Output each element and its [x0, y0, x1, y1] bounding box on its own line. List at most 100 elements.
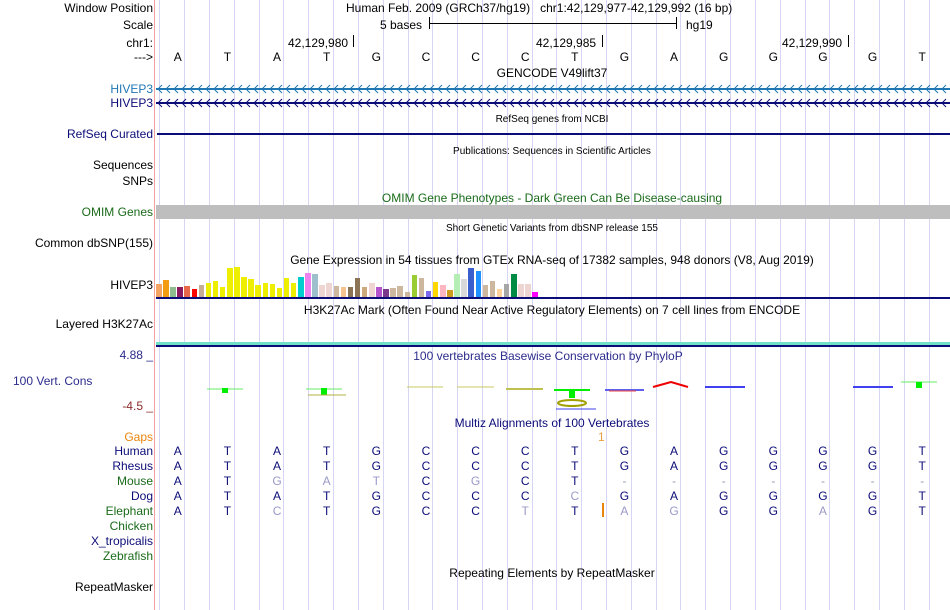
gtex-tissue-bar[interactable]: [276, 288, 283, 297]
gtex-tissue-bar[interactable]: [170, 287, 176, 297]
strand-arrow-icon: [765, 98, 771, 108]
species-label[interactable]: Zebrafish: [102, 549, 153, 563]
base: G: [867, 50, 878, 64]
species-label[interactable]: Chicken: [109, 519, 153, 533]
gtex-tissue-bar[interactable]: [390, 288, 396, 297]
gtex-tissue-bar[interactable]: [305, 273, 311, 297]
gtex-tissue-bar[interactable]: [482, 285, 489, 297]
gtex-tissue-bar[interactable]: [454, 274, 460, 297]
gtex-tissue-bar[interactable]: [475, 271, 482, 297]
gtex-label[interactable]: HIVEP3: [110, 278, 153, 292]
strand-arrow-icon: [733, 84, 739, 94]
strand-arrow-icon: [901, 98, 907, 108]
gtex-tissue-bar[interactable]: [347, 287, 354, 297]
gtex-tissue-bar[interactable]: [418, 278, 425, 297]
gtex-tissue-bar[interactable]: [298, 277, 304, 297]
gtex-tissue-bar[interactable]: [255, 285, 261, 297]
gtex-tissue-bar[interactable]: [425, 291, 432, 297]
species-label[interactable]: Human: [114, 444, 153, 458]
gtex-tissue-bar[interactable]: [511, 274, 517, 297]
species-label[interactable]: X_tropicalis: [90, 534, 153, 548]
gtex-tissue-bar[interactable]: [496, 289, 503, 297]
phylop-mark: [321, 388, 327, 395]
species-label[interactable]: Elephant: [105, 504, 153, 518]
gtex-tissue-bar[interactable]: [269, 284, 276, 297]
gtex-tissue-bar[interactable]: [227, 268, 233, 297]
gtex-tissue-bar[interactable]: [262, 283, 269, 297]
gtex-tissue-bar[interactable]: [333, 286, 340, 297]
gtex-tissue-bar[interactable]: [219, 287, 226, 297]
gtex-tissue-bar[interactable]: [205, 283, 212, 297]
gtex-tissue-bar[interactable]: [397, 286, 403, 297]
gtex-tissue-bar[interactable]: [191, 289, 198, 297]
aligned-base: -: [870, 474, 875, 488]
gtex-tissue-bar[interactable]: [376, 287, 382, 297]
gtex-tissue-bar[interactable]: [177, 287, 183, 297]
gtex-tissue-bar[interactable]: [326, 283, 332, 297]
strand-arrow-icon: [269, 84, 275, 94]
gtex-tissue-bar[interactable]: [440, 285, 446, 297]
aligned-base: G: [818, 444, 828, 458]
gtex-tissue-bar[interactable]: [234, 267, 240, 297]
gtex-tissue-bar[interactable]: [361, 287, 368, 297]
gtex-tissue-bar[interactable]: [212, 281, 219, 297]
species-label[interactable]: Rhesus: [112, 459, 153, 473]
gtex-tissue-bar[interactable]: [319, 285, 325, 297]
aligned-base: C: [421, 444, 431, 458]
gtex-tissue-bar[interactable]: [241, 277, 247, 297]
gtex-tissue-bar[interactable]: [156, 284, 162, 297]
repeatmasker-label[interactable]: RepeatMasker: [74, 580, 153, 594]
gtex-tissue-bar[interactable]: [489, 281, 496, 297]
gtex-tissue-bar[interactable]: [290, 283, 297, 297]
refseq-gene-line[interactable]: [157, 133, 950, 135]
strand-arrow-icon: [877, 98, 883, 108]
gtex-tissue-bar[interactable]: [163, 280, 169, 297]
strand-arrow-icon: [245, 84, 251, 94]
species-label[interactable]: Mouse: [116, 474, 153, 488]
gtex-tissue-bar[interactable]: [354, 278, 361, 297]
strand-arrow-icon: [821, 98, 827, 108]
strand-arrow-icon: [397, 84, 403, 94]
gtex-tissue-bar[interactable]: [447, 290, 453, 297]
gtex-tissue-bar[interactable]: [198, 285, 205, 297]
h3k27ac-label[interactable]: Layered H3K27Ac: [55, 317, 153, 331]
gencode-gene-model[interactable]: [156, 83, 950, 95]
gtex-tissue-bar[interactable]: [369, 283, 375, 297]
gtex-tissue-bar[interactable]: [411, 275, 418, 297]
gtex-tissue-bar[interactable]: [432, 282, 439, 297]
refseq-label[interactable]: RefSeq Curated: [66, 127, 153, 141]
strand-arrow-icon: [533, 98, 539, 108]
gencode-gene-model-2[interactable]: [156, 97, 950, 109]
gtex-tissue-bar[interactable]: [283, 278, 290, 297]
gencode-gene-label-2[interactable]: HIVEP3: [110, 96, 153, 110]
gtex-tissue-bar[interactable]: [340, 287, 347, 297]
publications-label-sequences[interactable]: Sequences: [92, 158, 153, 172]
gtex-tissue-bar[interactable]: [461, 279, 467, 297]
gtex-tissue-bar[interactable]: [184, 286, 190, 297]
phylop-label[interactable]: 100 Vert. Cons: [13, 374, 93, 388]
gtex-tissue-bar[interactable]: [525, 284, 531, 297]
omim-label[interactable]: OMIM Genes: [81, 205, 153, 219]
gtex-tissue-bar[interactable]: [404, 292, 411, 297]
species-label[interactable]: Dog: [130, 489, 153, 503]
phylop-conservation-plot[interactable]: [156, 372, 950, 412]
h3k27ac-signal[interactable]: [156, 342, 950, 345]
base: C: [421, 50, 431, 64]
gtex-expression-bars[interactable]: [156, 266, 540, 297]
gencode-gene-label[interactable]: HIVEP3: [110, 82, 153, 96]
strand-arrow-icon: [749, 84, 755, 94]
gtex-tissue-bar[interactable]: [532, 292, 538, 297]
publications-label-snps[interactable]: SNPs: [122, 174, 153, 188]
gtex-tissue-bar[interactable]: [518, 284, 524, 297]
strand-arrow-icon: [909, 84, 915, 94]
gtex-tissue-bar[interactable]: [503, 284, 510, 297]
dbsnp-label[interactable]: Common dbSNP(155): [34, 236, 153, 250]
gtex-tissue-bar[interactable]: [312, 274, 318, 297]
gtex-tissue-bar[interactable]: [468, 268, 474, 297]
gtex-tissue-bar[interactable]: [248, 279, 254, 297]
omim-gene-bar[interactable]: [156, 205, 950, 219]
strand-arrow-icon: [573, 98, 579, 108]
strand-arrow-icon: [941, 84, 947, 94]
aligned-base: G: [719, 444, 729, 458]
gtex-tissue-bar[interactable]: [383, 289, 389, 297]
